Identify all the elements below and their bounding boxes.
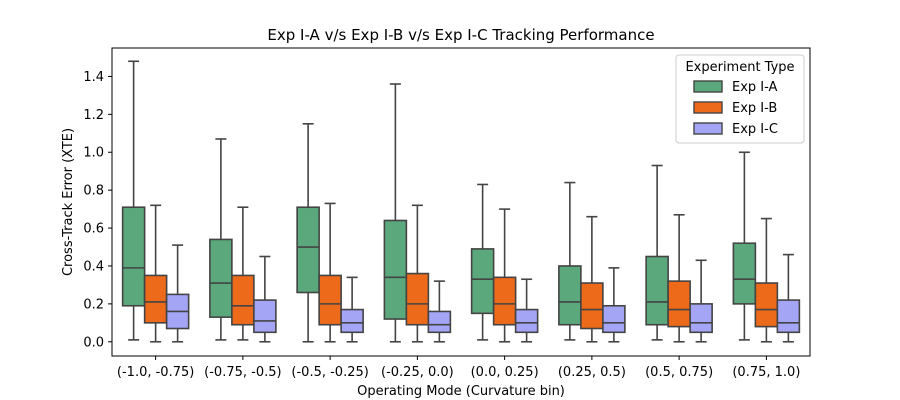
y-axis: 0.0 0.2 0.4 0.6 0.8 1.0 1.2 1.4: [83, 70, 112, 350]
box-exp-i-b: [580, 215, 604, 343]
box-exp-i-c: [165, 244, 190, 343]
box-exp-i-c: [689, 259, 713, 343]
y-tick-label: 0.2: [83, 297, 104, 312]
iqr-box: [143, 274, 168, 324]
y-tick-label: 0.4: [83, 259, 104, 274]
chart-title: Exp I-A v/s Exp I-B v/s Exp I-C Tracking…: [267, 26, 654, 44]
x-axis: (-1.0, -0.75) (-0.75, -0.5) (-0.5, -0.25) (…: [117, 356, 800, 380]
box-exp-i-a: [558, 181, 582, 341]
box-exp-i-c: [776, 253, 801, 343]
box-exp-i-b: [318, 202, 342, 343]
box-exp-i-c: [253, 255, 277, 343]
iqr-box: [645, 255, 669, 326]
box-exp-i-a: [121, 60, 146, 341]
box-exp-i-a: [645, 164, 669, 341]
box-exp-i-b: [754, 217, 779, 343]
x-tick-label: (-0.5, -0.25): [291, 365, 368, 380]
legend-swatch: [693, 80, 723, 93]
iqr-box: [427, 310, 452, 334]
iqr-box: [776, 299, 801, 334]
box-exp-i-c: [427, 280, 452, 343]
x-tick-label: (-0.25, 0.0): [381, 365, 454, 380]
x-tick-label: (0.75, 1.0): [732, 365, 800, 380]
y-tick-label: 1.4: [83, 70, 104, 85]
iqr-box: [514, 308, 539, 334]
plot-frame: [111, 47, 811, 357]
iqr-box: [209, 238, 233, 318]
x-tick-label: (0.5, 0.75): [645, 365, 713, 380]
box-exp-i-b: [231, 206, 255, 341]
iqr-box: [492, 276, 517, 326]
x-tick-label: (0.0, 0.25): [471, 365, 539, 380]
box-exp-i-c: [602, 267, 626, 343]
legend-label: Exp I-A: [732, 80, 778, 95]
x-axis-label: Operating Mode (Curvature bin): [357, 384, 565, 399]
legend-swatch: [693, 122, 723, 135]
iqr-box: [470, 248, 495, 315]
box-exp-i-b: [667, 213, 691, 343]
legend-label: Exp I-C: [732, 122, 778, 137]
iqr-box: [318, 274, 342, 326]
x-tick-label: (0.25, 0.5): [558, 365, 626, 380]
legend-title: Experiment Type: [685, 60, 794, 75]
box-exp-i-a: [296, 123, 320, 343]
y-tick-label: 0.0: [83, 335, 104, 350]
iqr-box: [121, 206, 146, 307]
box-exp-i-b: [143, 204, 168, 343]
iqr-box: [754, 282, 779, 328]
box-exp-i-a: [470, 183, 495, 341]
iqr-box: [689, 303, 713, 334]
box-exp-i-a: [209, 138, 233, 341]
box-exp-i-c: [514, 278, 539, 343]
legend-frame: [675, 54, 805, 144]
y-tick-label: 1.0: [83, 146, 104, 161]
box-exp-i-b: [492, 208, 517, 343]
iqr-box: [383, 219, 408, 320]
legend: Experiment Type Exp I-A Exp I-B Exp I-C: [675, 54, 805, 144]
box-exp-i-a: [383, 83, 408, 343]
x-tick-label: (-0.75, -0.5): [204, 365, 281, 380]
box-exp-i-a: [732, 151, 757, 341]
iqr-box: [602, 304, 626, 334]
iqr-box: [732, 242, 757, 305]
iqr-box: [231, 274, 255, 326]
plot-area: [121, 60, 801, 343]
iqr-box: [296, 206, 320, 294]
iqr-box: [405, 272, 430, 326]
iqr-box: [253, 299, 277, 334]
x-tick-label: (-1.0, -0.75): [117, 365, 194, 380]
iqr-box: [667, 280, 691, 328]
iqr-box: [340, 308, 364, 334]
y-tick-label: 0.8: [83, 184, 104, 199]
legend-label: Exp I-B: [732, 101, 777, 116]
y-axis-label: Cross-Track Error (XTE): [61, 128, 76, 276]
y-tick-label: 0.6: [83, 222, 104, 237]
iqr-box: [558, 265, 582, 326]
iqr-box: [580, 282, 604, 330]
y-tick-label: 1.2: [83, 108, 104, 123]
box-exp-i-b: [405, 204, 430, 343]
box-exp-i-c: [340, 276, 364, 343]
legend-swatch: [693, 101, 723, 114]
